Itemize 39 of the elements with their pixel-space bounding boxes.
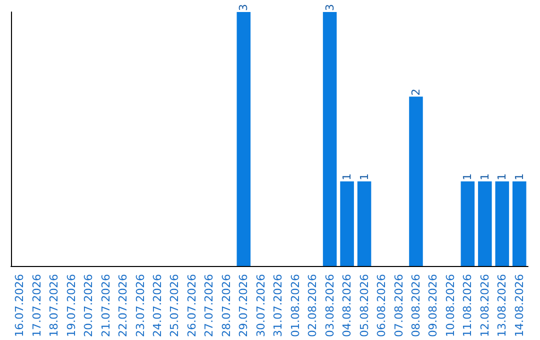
data-label: 2	[409, 88, 422, 96]
x-tick-label: 03.08.2026	[323, 274, 336, 338]
x-tick-label: 28.07.2026	[220, 274, 233, 338]
data-label: 1	[496, 173, 509, 180]
x-tick-label: 30.07.2026	[254, 274, 268, 338]
x-tick-label: 09.08.2026	[426, 274, 440, 338]
data-label: 3	[323, 4, 336, 11]
data-label: 1	[478, 173, 492, 180]
x-tick-label: 10.08.2026	[444, 274, 457, 338]
x-tick-label: 31.07.2026	[272, 274, 285, 338]
x-tick-label: 12.08.2026	[478, 274, 492, 338]
x-tick-label: 17.07.2026	[30, 274, 44, 338]
x-tick-label: 02.08.2026	[306, 274, 320, 338]
x-tick-label: 11.08.2026	[461, 274, 474, 338]
x-tick-label: 14.08.2026	[512, 274, 526, 338]
x-tick-label: 18.07.2026	[48, 274, 61, 338]
x-tick-label: 23.07.2026	[134, 274, 147, 338]
x-tick-label: 19.07.2026	[64, 274, 78, 338]
x-tick-label: 20.07.2026	[82, 274, 96, 338]
x-tick-label: 07.08.2026	[392, 274, 406, 338]
x-tick-label: 13.08.2026	[496, 274, 509, 338]
x-tick-label: 04.08.2026	[340, 274, 354, 338]
x-tick-label: 01.08.2026	[288, 274, 302, 338]
data-label: 3	[237, 4, 250, 11]
data-label: 1	[358, 173, 371, 180]
x-tick-label: 08.08.2026	[409, 274, 422, 338]
x-tick-label: 16.07.2026	[13, 274, 26, 338]
data-label: 1	[512, 173, 526, 180]
x-tick-label: 06.08.2026	[375, 274, 388, 338]
x-tick-label: 29.07.2026	[237, 274, 250, 338]
x-tick-label: 27.07.2026	[202, 274, 216, 338]
x-tick-label: 05.08.2026	[358, 274, 371, 338]
x-tick-label: 22.07.2026	[116, 274, 130, 338]
data-label: 1	[340, 173, 354, 180]
x-tick-label: 26.07.2026	[185, 274, 198, 338]
x-tick-label: 24.07.2026	[150, 274, 164, 338]
data-label: 1	[461, 173, 474, 180]
x-tick-label: 25.07.2026	[168, 274, 182, 338]
x-tick-label: 21.07.2026	[99, 274, 112, 338]
